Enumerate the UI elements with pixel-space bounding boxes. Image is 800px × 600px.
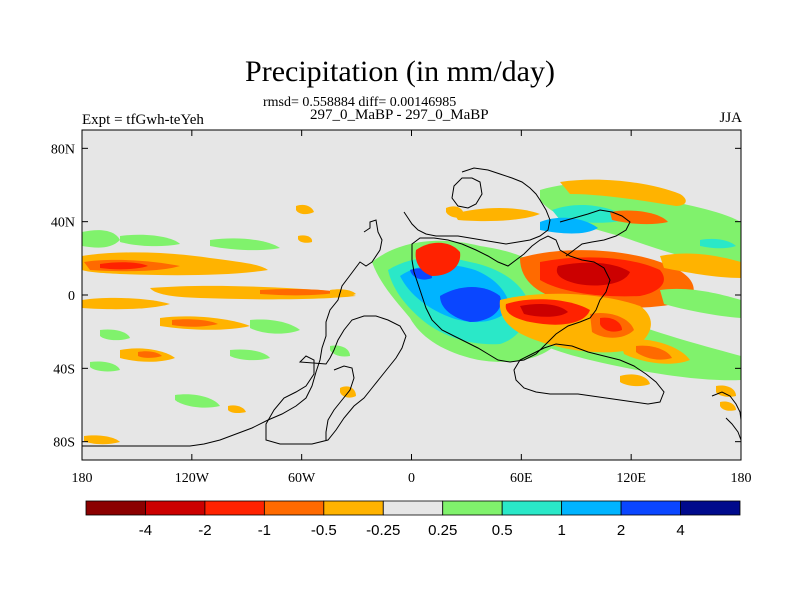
colorbar-label: -1 [258,522,271,539]
colorbar-swatch [145,500,206,516]
colorbar-swatch [263,500,325,516]
field-green-spac [250,319,300,334]
field-orange-eurasia [560,179,686,206]
field-blue-africa [440,287,501,322]
field-red-npac2 [100,262,148,270]
field-green-sso [230,349,270,361]
coastlines [82,167,741,447]
field-green-aus [660,288,741,318]
x-tick-label: 180 [72,471,93,486]
axis-ticks [81,130,742,460]
y-tick-label: 0 [68,289,75,304]
field-orange-med [446,206,464,218]
field-orange-spac [82,297,170,310]
colorbar-label: -4 [139,522,152,539]
colorbar-label: 0.5 [492,522,513,539]
coastline-greenland [451,177,483,209]
field-orange-sso [228,405,246,414]
contour-fields [82,179,741,445]
colorbar-labels: -4 -2 -1 -0.5 -0.25 0.25 0.5 1 2 4 [139,522,685,539]
x-axis-tick-labels: 180 120W 60W 0 60E 120E 180 [72,471,752,486]
field-orange-ant2 [720,401,736,411]
colorbar-swatch [382,500,444,516]
y-tick-label: 40S [53,362,75,377]
field-red-itcz [260,288,340,296]
season-label: JJA [719,110,742,126]
field-green-eurasia [540,182,741,268]
field-orange-nam2 [298,235,313,243]
colorbar-swatch [442,500,503,516]
coastline-eurasia-north [403,167,551,245]
colorbar-label: -0.5 [311,522,337,539]
field-orange-nam [296,204,314,215]
colorbar-label: 1 [557,522,565,539]
field-orange-natl [330,289,356,297]
coastline-africa-europe [411,235,611,363]
coastline-asia-east [559,209,631,257]
field-dred-monsoon [556,262,630,286]
x-tick-label: 180 [731,471,752,486]
field-orange-sio2 [716,385,736,397]
field-red-io4 [636,345,672,360]
field-cyan-wpac [700,238,736,249]
colorbar [85,500,741,516]
field-orange-wpac [660,253,741,278]
colorbar-swatch [620,500,681,516]
field-red-spac3 [138,351,162,358]
field-orange-ant [84,435,120,445]
colorbar-label: -2 [198,522,211,539]
colorbar-label: 4 [676,522,684,539]
field-green-sso2 [90,361,120,372]
y-tick-label: 80S [53,436,75,451]
field-red-io3 [600,317,622,332]
colorbar-label: -0.25 [366,522,400,539]
field-red-eurasia [610,210,668,225]
coastline-americas [82,219,383,447]
x-tick-label: 60W [288,471,316,486]
x-tick-label: 120W [175,471,210,486]
field-green-spac2 [100,329,130,341]
rmsd-diff-stats: rmsd= 0.558884 diff= 0.00146985 [263,95,457,110]
case-label: 297_0_MaBP - 297_0_MaBP [310,107,489,123]
colorbar-label: 2 [617,522,625,539]
colorbar-swatch [680,500,741,516]
x-tick-label: 60E [510,471,533,486]
field-red-sahel [415,242,461,276]
colorbar-swatch [204,500,265,516]
field-dred-io [520,304,568,317]
colorbar-swatch [501,500,563,516]
field-green-npac2 [120,234,180,247]
experiment-label: Expt = tfGwh-teYeh [82,112,204,128]
field-lblue-eurasia [540,217,598,234]
field-green-sso3 [175,394,220,408]
field-orange-sio [620,374,650,387]
colorbar-swatch [561,500,622,516]
field-red-spac [172,319,218,327]
colorbar-swatch [85,500,146,516]
colorbar-label: 0.25 [428,522,457,539]
coastline-oceania [513,343,665,405]
field-orange-mideast [454,208,540,222]
x-tick-label: 0 [408,471,415,486]
coastline-antarctic-east [711,391,741,441]
y-tick-label: 80N [51,142,75,157]
y-tick-label: 40N [51,216,75,231]
field-green-npac3 [210,238,280,251]
coastline-samerica [265,315,407,445]
x-tick-label: 120E [616,471,646,486]
coastline-patagonia [325,365,355,440]
chart-title: Precipitation (in mm/day) [245,55,555,88]
field-green-npac [82,230,120,248]
y-axis-tick-labels: 80N 40N 0 40S 80S [51,142,75,450]
colorbar-swatch [323,500,384,516]
